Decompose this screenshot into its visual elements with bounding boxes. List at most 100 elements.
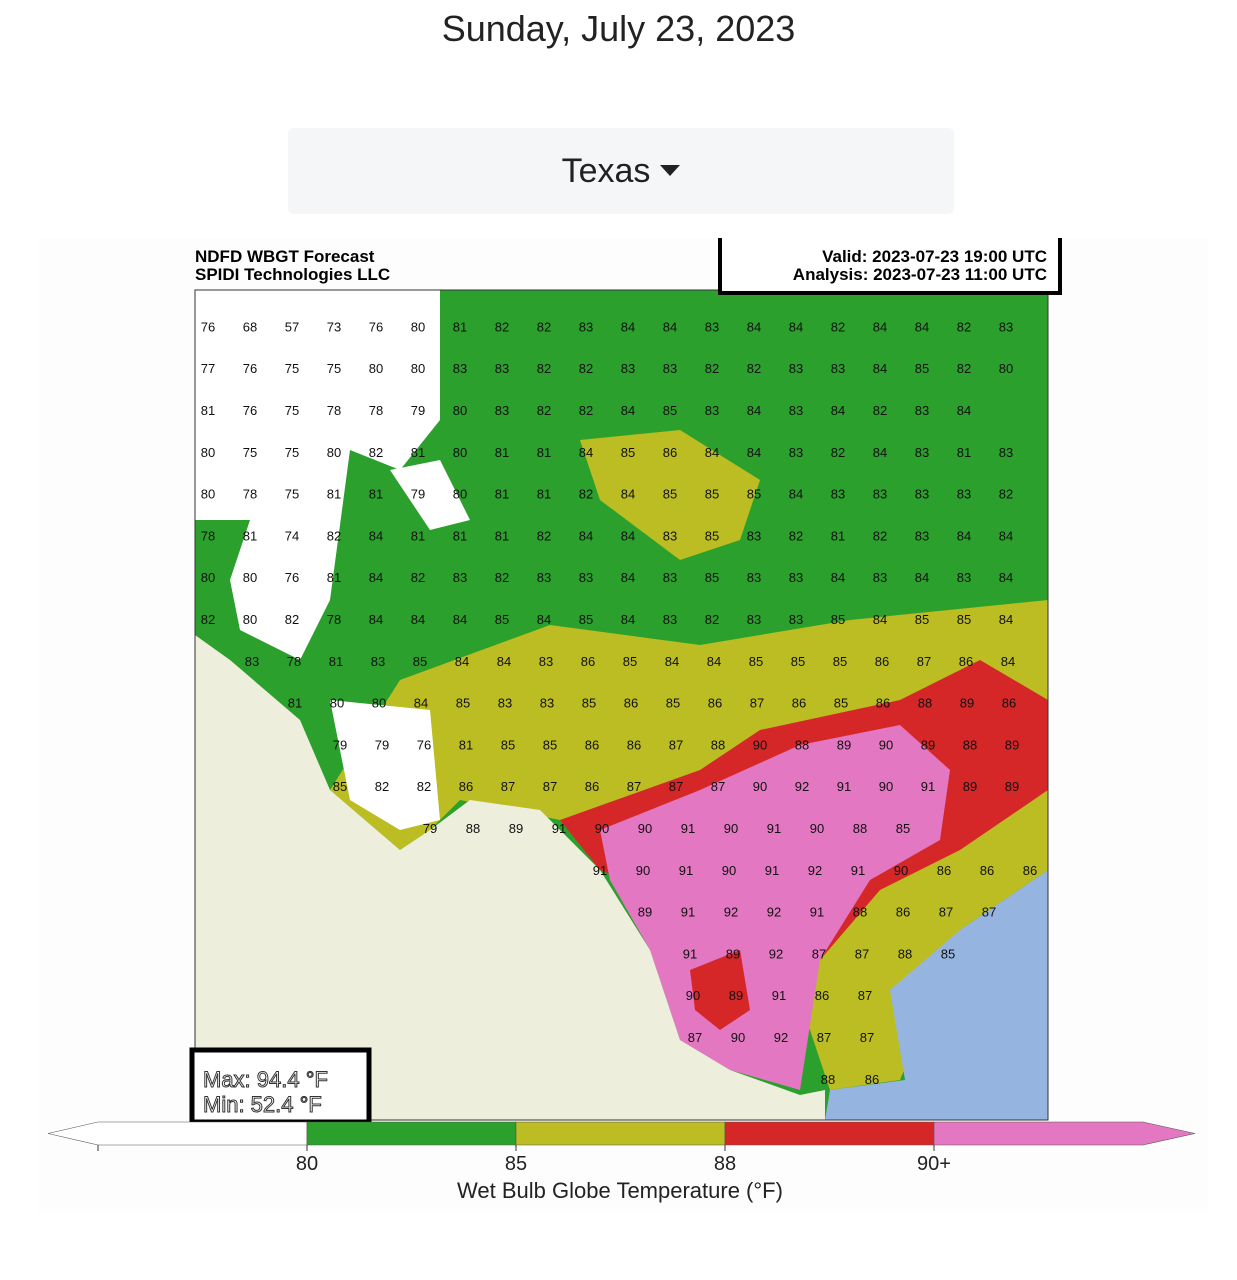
wbgt-label: 78 xyxy=(327,612,341,627)
wbgt-label: 82 xyxy=(201,612,215,627)
wbgt-label: 83 xyxy=(579,319,593,334)
wbgt-label: 82 xyxy=(999,487,1013,502)
colorbar-tick-label: 90+ xyxy=(917,1153,951,1175)
wbgt-label: 80 xyxy=(369,361,383,376)
wbgt-label: 89 xyxy=(638,905,652,920)
wbgt-label: 84 xyxy=(621,570,635,585)
wbgt-label: 84 xyxy=(537,612,551,627)
wbgt-label: 81 xyxy=(957,445,971,460)
wbgt-label: 80 xyxy=(372,696,386,711)
colorbar-segment xyxy=(515,1121,726,1146)
wbgt-label: 90 xyxy=(753,737,767,752)
colorbar-label: Wet Bulb Globe Temperature (°F) xyxy=(457,1178,783,1203)
wbgt-label: 76 xyxy=(243,361,257,376)
white-patch xyxy=(330,700,440,830)
wbgt-label: 78 xyxy=(201,528,215,543)
wbgt-label: 84 xyxy=(621,528,635,543)
wbgt-label: 83 xyxy=(999,445,1013,460)
wbgt-label: 91 xyxy=(679,863,693,878)
wbgt-label: 82 xyxy=(537,361,551,376)
wbgt-label: 89 xyxy=(509,821,523,836)
region-label[interactable]: Texas xyxy=(561,151,651,190)
wbgt-label: 89 xyxy=(837,737,851,752)
wbgt-label: 86 xyxy=(663,445,677,460)
wbgt-label: 80 xyxy=(453,487,467,502)
mexico xyxy=(195,635,825,1120)
wbgt-label: 78 xyxy=(287,654,301,669)
wbgt-label: 85 xyxy=(333,779,347,794)
wbgt-label: 84 xyxy=(789,487,803,502)
stats-box xyxy=(189,1047,372,1125)
wbgt-label: 82 xyxy=(789,528,803,543)
wbgt-label: 86 xyxy=(865,1072,879,1087)
wbgt-label: 90 xyxy=(810,821,824,836)
wbgt-label: 82 xyxy=(495,319,509,334)
wbgt-label: 80 xyxy=(999,361,1013,376)
wbgt-label: 85 xyxy=(456,696,470,711)
wbgt-label: 82 xyxy=(957,319,971,334)
wbgt-label: 86 xyxy=(959,654,973,669)
wbgt-label: 91 xyxy=(681,821,695,836)
wbgt-label: 86 xyxy=(875,654,889,669)
wbgt-label: 83 xyxy=(915,445,929,460)
wbgt-label: 90 xyxy=(722,863,736,878)
wbgt-label: 83 xyxy=(495,403,509,418)
wbgt-label: 85 xyxy=(495,612,509,627)
wbgt-label: 86 xyxy=(627,737,641,752)
wbgt-label: 82 xyxy=(705,361,719,376)
red-patch xyxy=(690,950,750,1030)
wbgt-label: 84 xyxy=(414,696,428,711)
wbgt-label: 80 xyxy=(453,403,467,418)
wbgt-label: 90 xyxy=(879,737,893,752)
wbgt-label: 84 xyxy=(497,654,511,669)
wbgt-label: 83 xyxy=(663,361,677,376)
wbgt-label: 80 xyxy=(201,445,215,460)
wbgt-label: 80 xyxy=(411,361,425,376)
wbgt-label: 87 xyxy=(860,1030,874,1045)
wbgt-label: 86 xyxy=(876,696,890,711)
wbgt-label: 83 xyxy=(789,361,803,376)
wbgt-label: 92 xyxy=(774,1030,788,1045)
wbgt-label: 79 xyxy=(423,821,437,836)
map-frame xyxy=(194,289,1049,1121)
wbgt-label: 84 xyxy=(747,403,761,418)
wbgt-label: 87 xyxy=(688,1030,702,1045)
wbgt-label: 82 xyxy=(537,528,551,543)
wbgt-label: 92 xyxy=(767,905,781,920)
wbgt-label: 87 xyxy=(817,1030,831,1045)
wbgt-label: 86 xyxy=(459,779,473,794)
wbgt-label: 81 xyxy=(453,319,467,334)
wbgt-label: 90 xyxy=(724,821,738,836)
wbgt-label: 90 xyxy=(686,988,700,1003)
wbgt-label: 82 xyxy=(369,445,383,460)
wbgt-label: 83 xyxy=(999,319,1013,334)
wbgt-label: 88 xyxy=(918,696,932,711)
date: Sunday, July 23, 2023 xyxy=(441,8,796,49)
wbgt-label: 83 xyxy=(789,445,803,460)
wbgt-label: 87 xyxy=(750,696,764,711)
wbgt-label: 92 xyxy=(769,946,783,961)
wbgt-label: 81 xyxy=(201,403,215,418)
wbgt-label: 81 xyxy=(329,654,343,669)
wbgt-label: 85 xyxy=(413,654,427,669)
caret[interactable] xyxy=(660,165,681,177)
map: 76 68 57 73 76 80 81 82 82 83 84 84 83 84 84 82 84 84 82 83… xyxy=(194,289,1049,1121)
wbgt-label: 86 xyxy=(937,863,951,878)
wbgt-label: 85 xyxy=(543,737,557,752)
wbgt-label: 82 xyxy=(579,487,593,502)
wbgt-label: 84 xyxy=(665,654,679,669)
wbgt-label: 85 xyxy=(791,654,805,669)
wbgt-label: 81 xyxy=(495,487,509,502)
wbgt-label: 84 xyxy=(999,570,1013,585)
wbgt-label: 84 xyxy=(369,528,383,543)
wbgt-label: 89 xyxy=(1005,779,1019,794)
wbgt-label: 87 xyxy=(627,779,641,794)
region-dropdown[interactable]: Texas xyxy=(288,128,954,214)
wbgt-label: 88 xyxy=(963,737,977,752)
wbgt-label: 86 xyxy=(792,696,806,711)
wbgt-label: 91 xyxy=(765,863,779,878)
wbgt-label: 89 xyxy=(729,988,743,1003)
wbgt-label: 92 xyxy=(795,779,809,794)
wbgt-label: 83 xyxy=(831,361,845,376)
white-zone xyxy=(195,290,440,660)
